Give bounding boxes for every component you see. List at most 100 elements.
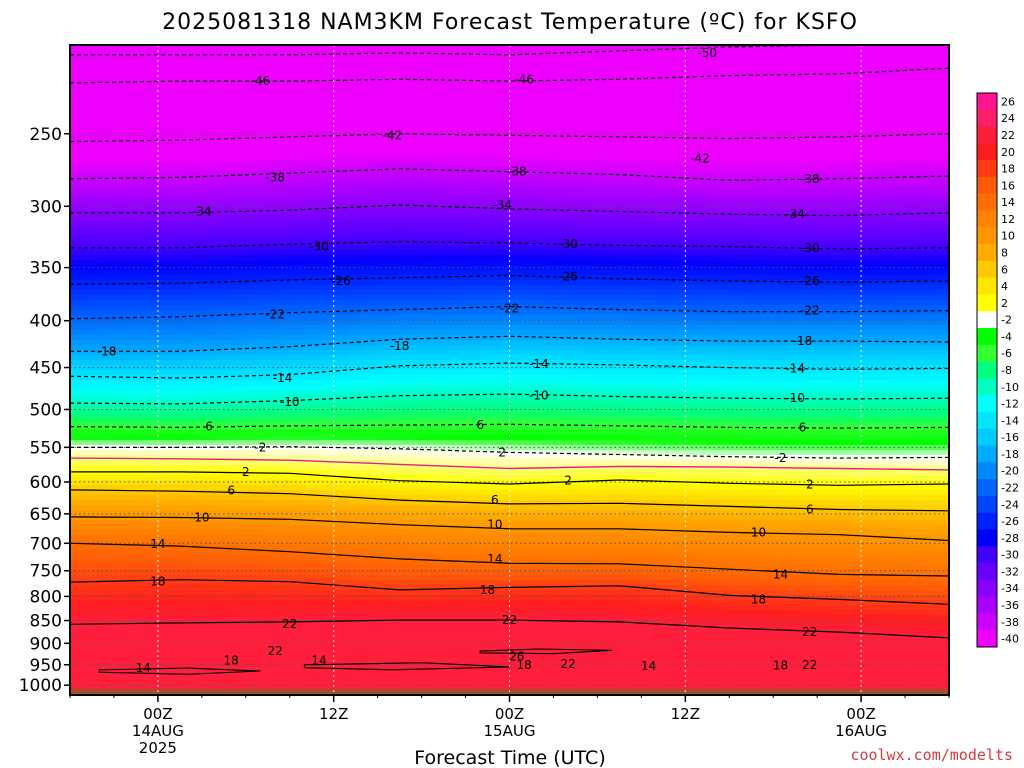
- field-cell: [480, 485, 496, 491]
- field-cell: [406, 145, 423, 151]
- field-cell: [377, 580, 393, 586]
- field-cell: [494, 570, 511, 576]
- field-cell: [538, 280, 555, 286]
- field-cell: [406, 250, 423, 256]
- field-cell: [143, 585, 159, 591]
- field-cell: [465, 110, 481, 116]
- field-cell: [377, 55, 393, 61]
- field-cell: [436, 600, 452, 606]
- field-cell: [143, 160, 159, 166]
- field-cell: [143, 645, 159, 651]
- field-cell: [216, 50, 232, 56]
- field-cell: [465, 90, 481, 96]
- field-cell: [172, 585, 188, 591]
- field-cell: [201, 500, 218, 506]
- field-cell: [421, 585, 437, 591]
- field-cell: [480, 360, 496, 366]
- field-cell: [348, 680, 364, 686]
- field-cell: [231, 595, 247, 601]
- field-cell: [348, 600, 364, 606]
- field-cell: [289, 420, 305, 426]
- field-cell: [465, 570, 481, 576]
- field-cell: [260, 360, 276, 366]
- field-cell: [216, 480, 232, 486]
- field-cell: [465, 650, 481, 656]
- field-cell: [348, 65, 364, 71]
- field-cell: [304, 190, 320, 196]
- field-cell: [333, 325, 349, 331]
- field-cell: [597, 450, 613, 456]
- field-cell: [113, 615, 130, 621]
- field-cell: [304, 440, 320, 446]
- field-cell: [260, 315, 276, 321]
- field-cell: [70, 630, 86, 636]
- field-cell: [377, 330, 393, 336]
- field-cell: [172, 410, 188, 416]
- field-cell: [172, 460, 188, 466]
- field-cell: [524, 315, 540, 321]
- field-cell: [480, 235, 496, 241]
- field-cell: [524, 95, 540, 101]
- field-cell: [421, 220, 437, 226]
- field-cell: [406, 330, 423, 336]
- field-cell: [260, 155, 276, 161]
- field-cell: [494, 605, 511, 611]
- field-cell: [289, 85, 305, 91]
- field-cell: [128, 300, 144, 306]
- field-cell: [157, 290, 174, 296]
- field-cell: [275, 260, 291, 266]
- field-cell: [275, 685, 291, 691]
- field-cell: [187, 420, 203, 426]
- field-cell: [348, 105, 364, 111]
- field-cell: [597, 205, 613, 211]
- field-cell: [260, 120, 276, 126]
- field-cell: [363, 500, 379, 506]
- field-cell: [216, 615, 232, 621]
- field-cell: [480, 255, 496, 261]
- field-cell: [304, 400, 320, 406]
- field-cell: [319, 150, 335, 156]
- field-cell: [304, 75, 320, 81]
- field-cell: [568, 125, 584, 131]
- field-cell: [626, 250, 642, 256]
- field-cell: [128, 50, 144, 56]
- field-cell: [187, 345, 203, 351]
- field-cell: [421, 615, 437, 621]
- field-cell: [319, 615, 335, 621]
- field-cell: [128, 85, 144, 91]
- field-cell: [494, 220, 511, 226]
- field-cell: [99, 360, 115, 366]
- field-cell: [260, 620, 276, 626]
- field-cell: [538, 615, 555, 621]
- field-cell: [260, 355, 276, 361]
- field-cell: [289, 355, 305, 361]
- field-cell: [289, 60, 305, 66]
- field-cell: [597, 340, 613, 346]
- field-cell: [113, 365, 130, 371]
- field-cell: [509, 495, 525, 501]
- field-cell: [333, 550, 349, 556]
- field-cell: [275, 655, 291, 661]
- field-cell: [84, 435, 100, 441]
- field-cell: [597, 660, 613, 666]
- field-cell: [319, 560, 335, 566]
- field-cell: [392, 485, 408, 491]
- field-cell: [201, 570, 218, 576]
- field-cell: [421, 340, 437, 346]
- field-cell: [626, 285, 642, 291]
- field-cell: [524, 60, 540, 66]
- field-cell: [260, 175, 276, 181]
- field-cell: [450, 250, 467, 256]
- field-cell: [333, 380, 349, 386]
- field-cell: [260, 80, 276, 86]
- field-cell: [363, 300, 379, 306]
- field-cell: [480, 460, 496, 466]
- field-cell: [582, 210, 598, 216]
- field-cell: [406, 650, 423, 656]
- field-cell: [480, 155, 496, 161]
- field-cell: [70, 610, 86, 616]
- field-cell: [113, 370, 130, 376]
- field-cell: [216, 215, 232, 221]
- field-cell: [553, 510, 569, 516]
- field-cell: [524, 565, 540, 571]
